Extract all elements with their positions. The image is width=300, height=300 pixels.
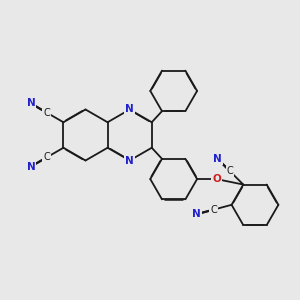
- Text: N: N: [214, 154, 222, 164]
- Text: O: O: [212, 174, 221, 184]
- Text: C: C: [43, 107, 50, 118]
- Text: N: N: [125, 104, 134, 115]
- Text: C: C: [210, 205, 217, 214]
- Text: N: N: [125, 155, 134, 166]
- Text: C: C: [227, 167, 233, 176]
- Text: C: C: [43, 152, 50, 163]
- Text: N: N: [27, 98, 35, 109]
- Text: N: N: [192, 209, 201, 219]
- Text: N: N: [27, 161, 35, 172]
